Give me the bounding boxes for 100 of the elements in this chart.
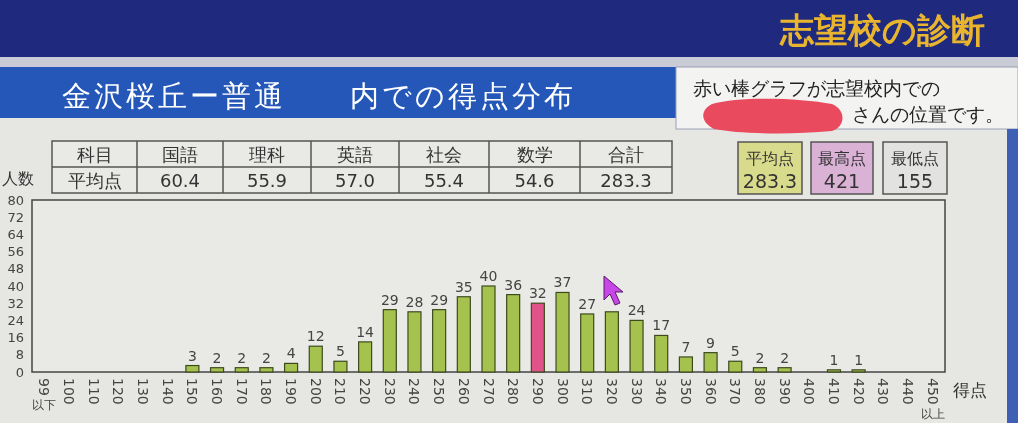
x-tick-label: 270	[480, 378, 497, 405]
x-axis-title: 得点	[953, 380, 987, 400]
text: 平均点	[746, 149, 794, 168]
data-label: 2	[780, 349, 790, 366]
text: 平均点	[67, 170, 122, 191]
bar	[654, 334, 669, 373]
x-tick-label: 180	[258, 378, 275, 405]
text: 55.4	[423, 170, 465, 191]
text: 283.3	[600, 170, 652, 191]
text: 283.3	[742, 170, 798, 192]
x-tick-label: 130	[135, 378, 152, 405]
x-tick-label: 400	[801, 378, 818, 405]
x-tick-label: 320	[603, 378, 620, 405]
text: 54.6	[514, 170, 555, 191]
data-label: 2	[237, 349, 247, 366]
bar	[432, 309, 447, 373]
x-tick-label: 330	[628, 378, 645, 405]
x-tick-label: 420	[850, 378, 867, 405]
bar	[284, 362, 299, 373]
x-tick-label: 260	[455, 378, 472, 405]
x-tick-label: 100	[61, 378, 78, 405]
x-tick-label: 110	[85, 378, 102, 405]
y-tick-label: 64	[7, 226, 24, 242]
text: さんの位置です。	[852, 103, 1004, 125]
data-label: 3	[187, 347, 197, 364]
text: 志望校の診断	[779, 10, 985, 50]
x-tick-label: 300	[554, 378, 571, 405]
text: 合計	[608, 144, 644, 165]
x-tick-label: 450以上	[920, 378, 945, 421]
text: 英語	[337, 144, 373, 165]
x-tick-label: 200	[307, 378, 324, 405]
text: 数学	[516, 144, 553, 165]
bar	[678, 356, 694, 373]
data-label: 7	[681, 338, 691, 355]
bar	[752, 367, 768, 373]
data-label: 24	[627, 302, 646, 319]
data-label: 2	[212, 349, 222, 366]
y-tick-label: 0	[15, 364, 24, 380]
bar	[703, 352, 718, 373]
x-tick-label: 230	[381, 378, 398, 405]
x-tick-label: 370	[727, 378, 744, 405]
x-tick-label: 170	[233, 378, 250, 405]
y-tick-label: 8	[15, 347, 24, 363]
text: 57.0	[334, 170, 376, 191]
bar	[407, 311, 422, 373]
bar	[209, 367, 225, 373]
bar	[456, 296, 471, 373]
data-label: 27	[578, 295, 597, 312]
bar	[826, 369, 842, 373]
x-tick-label: 390	[776, 378, 793, 405]
y-tick-label: 24	[7, 312, 24, 328]
bar	[629, 319, 644, 373]
data-label: 35	[454, 278, 473, 295]
bar	[604, 311, 619, 373]
x-tick-label: 190	[283, 378, 300, 405]
text: 社会	[426, 144, 462, 165]
x-tick-label: 350	[677, 378, 694, 405]
text: 科目	[76, 144, 113, 165]
x-tick-label: 410	[825, 378, 842, 405]
data-label: 2	[261, 349, 271, 366]
text: 155	[896, 170, 934, 192]
y-tick-label: 80	[7, 192, 24, 208]
bar	[580, 313, 595, 373]
x-tick-label: 340	[653, 378, 670, 405]
x-tick-label: 160	[209, 378, 226, 405]
x-tick-label: 99以下	[32, 378, 57, 412]
y-axis-title: 人数	[2, 169, 34, 188]
text: 理科	[249, 144, 285, 165]
x-tick-label: 220	[357, 378, 374, 405]
chart-title: 金沢桜丘ー普通 内での得点分布	[62, 79, 576, 113]
x-tick-label: 210	[332, 378, 349, 405]
data-label: 4	[286, 345, 296, 362]
x-tick-label: 310	[579, 378, 596, 405]
data-label: 17	[652, 317, 671, 334]
x-tick-label: 380	[751, 378, 768, 405]
text: 421	[823, 170, 861, 192]
bar	[358, 341, 373, 373]
y-tick-label: 56	[7, 244, 24, 260]
data-label: 2	[755, 349, 765, 366]
text: 最高点	[818, 149, 866, 168]
bar	[333, 360, 348, 373]
data-label: 29	[380, 291, 399, 308]
data-label: 12	[306, 328, 325, 345]
data-label: 9	[706, 334, 716, 351]
data-label: 14	[356, 323, 375, 340]
text: 60.4	[159, 170, 201, 191]
x-tick-label: 150	[184, 378, 201, 405]
text: 国語	[162, 144, 198, 165]
bar	[777, 367, 792, 373]
y-tick-label: 48	[7, 261, 24, 277]
text: 55.9	[246, 170, 288, 191]
data-label: 1	[829, 351, 839, 368]
bar	[728, 360, 743, 373]
x-tick-label: 240	[406, 378, 423, 405]
bar	[555, 291, 570, 373]
text: 最低点	[891, 149, 939, 168]
y-tick-label: 32	[7, 295, 24, 311]
data-label: 37	[553, 274, 572, 291]
data-label: 36	[504, 276, 523, 293]
data-label: 1	[854, 351, 864, 368]
